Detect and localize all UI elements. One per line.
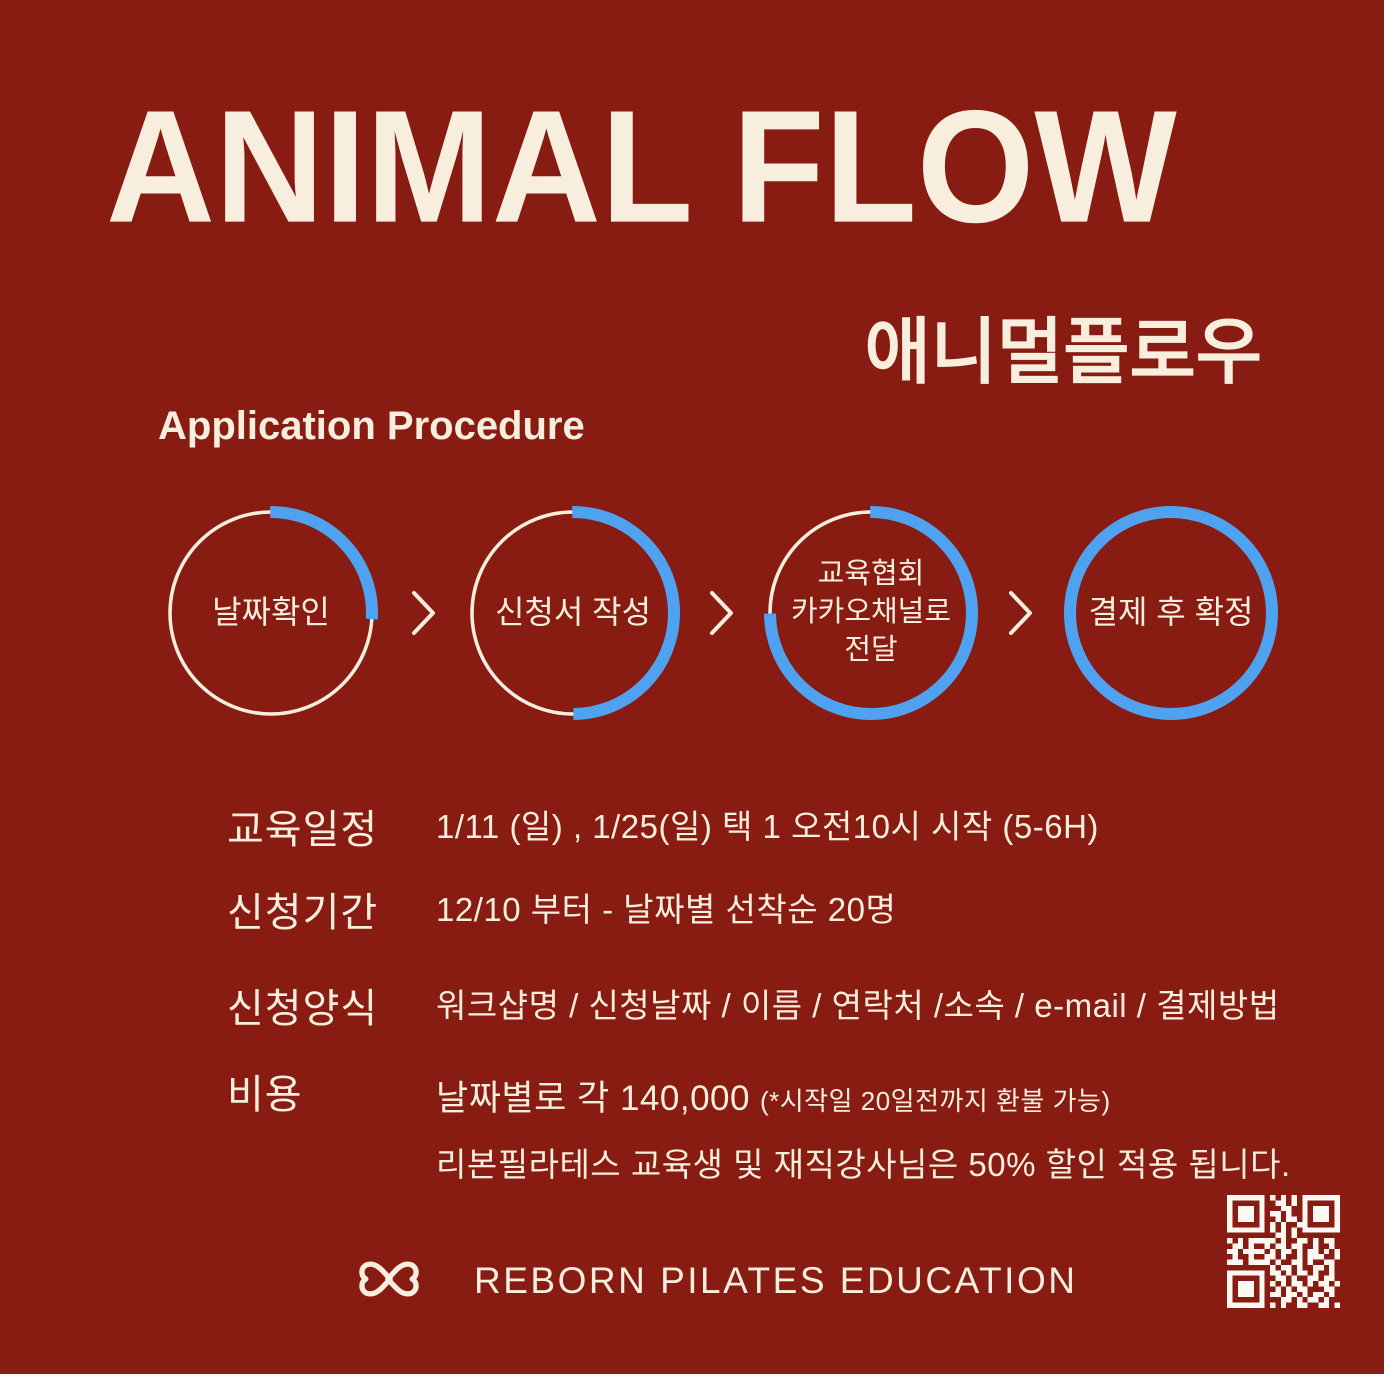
discount-note: 리본필라테스 교육생 및 재직강사님은 50% 할인 적용 됩니다. <box>436 1146 1291 1183</box>
refund-note: (*시작일 20일전까지 환불 가능) <box>759 1086 1111 1116</box>
detail-value: 워크샵명 / 신청날짜 / 이름 / 연락처 /소속 / e-mail / 결제… <box>436 987 1280 1024</box>
price-text: 날짜별로 각 140,000 <box>436 1079 750 1118</box>
qr-code <box>1227 1195 1340 1308</box>
brand-name: REBORN PILATES EDUCATION <box>474 1260 1078 1301</box>
detail-label: 신청기간 <box>227 891 379 935</box>
korean-title: 애니멀플로우 <box>864 313 1262 393</box>
page-title: ANIMAL FLOW <box>106 76 1177 256</box>
section-title: Application Procedure <box>158 404 585 448</box>
detail-label: 신청양식 <box>227 987 379 1031</box>
reborn-hearts-bow-logo-icon <box>359 1261 419 1297</box>
detail-label: 교육일정 <box>227 808 379 852</box>
detail-value: 12/10 부터 - 날짜별 선착순 20명 <box>436 891 897 928</box>
detail-value: 날짜별로 각 140,000 (*시작일 20일전까지 환불 가능) <box>436 1070 1111 1121</box>
detail-value: 1/11 (일) , 1/25(일) 택 1 오전10시 시작 (5-6H) <box>436 808 1099 845</box>
detail-label: 비용 <box>227 1073 303 1117</box>
